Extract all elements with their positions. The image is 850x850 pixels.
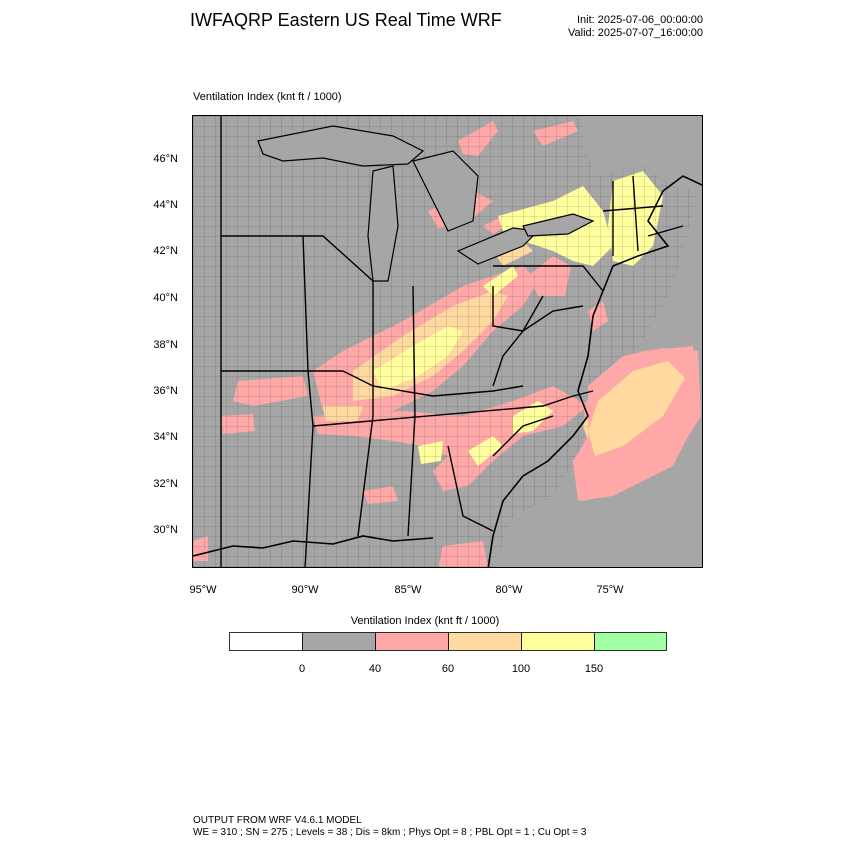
colorbar-tick-label: 100 — [511, 663, 531, 675]
lon-label: 95°W — [189, 584, 217, 596]
lon-label: 80°W — [495, 584, 523, 596]
great-lakes — [257, 125, 595, 282]
gulf-coastline — [193, 535, 434, 557]
colorbar-tick-label: 40 — [368, 663, 382, 675]
lat-label: 30°N — [153, 524, 178, 536]
map-canvas — [193, 116, 702, 567]
lat-label: 34°N — [153, 431, 178, 443]
lon-label: 90°W — [291, 584, 319, 596]
colorbar — [229, 632, 667, 651]
colorbar-tick-label: 0 — [298, 663, 306, 675]
colorbar-box — [448, 632, 522, 651]
state-borders — [220, 116, 684, 567]
model-config: WE = 310 ; SN = 275 ; Levels = 38 ; Dis … — [193, 827, 587, 838]
lat-label: 46°N — [153, 153, 178, 165]
lat-label: 42°N — [153, 245, 178, 257]
lat-label: 36°N — [153, 385, 178, 397]
field-title: Ventilation Index (knt ft / 1000) — [193, 91, 342, 103]
colorbar-box — [521, 632, 595, 651]
map-title: IWFAQRP Eastern US Real Time WRF — [190, 10, 502, 30]
colorbar-box — [302, 632, 376, 651]
init-time: Init: 2025-07-06_00:00:00 — [577, 14, 703, 26]
model-info: OUTPUT FROM WRF V4.6.1 MODEL — [193, 815, 362, 826]
lat-label: 40°N — [153, 292, 178, 304]
map-panel — [192, 115, 703, 568]
lat-label: 38°N — [153, 339, 178, 351]
coastline — [487, 175, 702, 567]
colorbar-box — [375, 632, 449, 651]
colorbar-title: Ventilation Index (knt ft / 1000) — [350, 615, 500, 627]
lat-label: 32°N — [153, 478, 178, 490]
lat-label: 44°N — [153, 199, 178, 211]
colorbar-tick-label: 60 — [441, 663, 455, 675]
lon-label: 75°W — [596, 584, 624, 596]
valid-time: Valid: 2025-07-07_16:00:00 — [568, 27, 703, 39]
colorbar-tick-label: 150 — [584, 663, 604, 675]
colorbar-box — [594, 632, 667, 651]
lon-label: 85°W — [394, 584, 422, 596]
offshore-bands — [578, 348, 701, 501]
colorbar-box — [229, 632, 303, 651]
